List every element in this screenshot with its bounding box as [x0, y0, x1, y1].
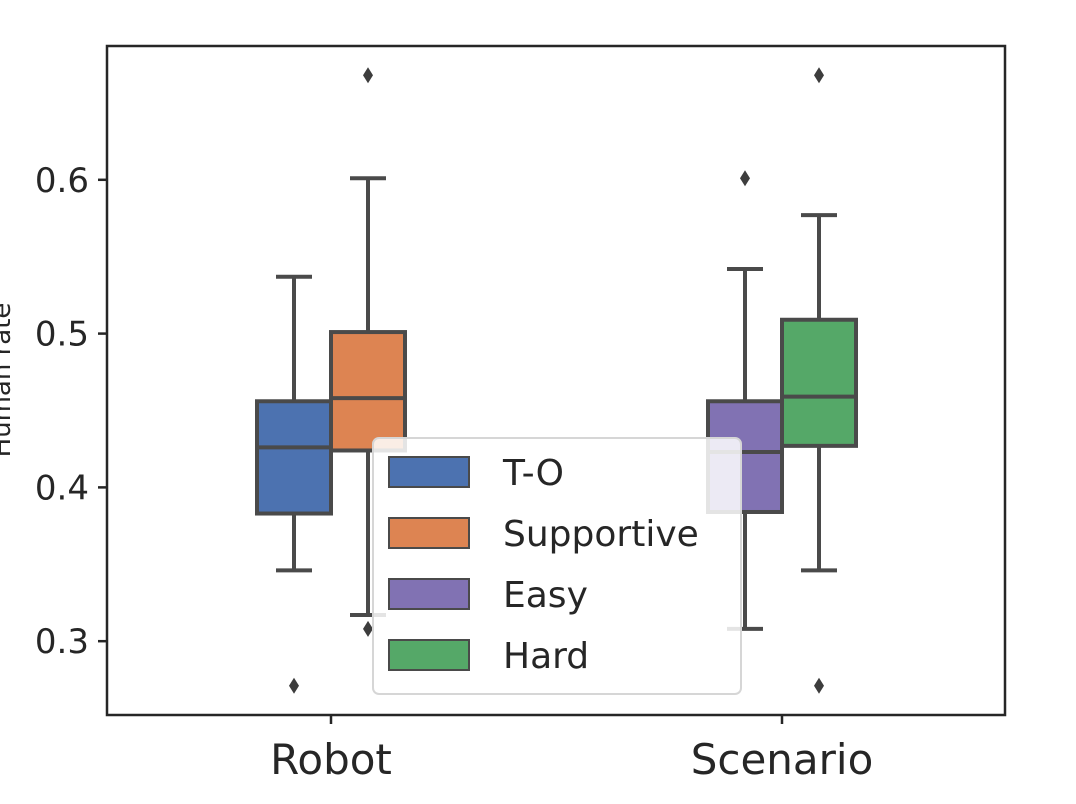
legend-swatch	[388, 639, 470, 671]
box-t-o	[255, 274, 333, 694]
box-supportive	[329, 67, 407, 637]
legend-swatch	[388, 456, 470, 488]
x-category-label: Scenario	[691, 735, 874, 784]
legend-swatch	[388, 517, 470, 549]
legend-frame	[372, 437, 742, 695]
legend-label: Easy	[503, 575, 588, 616]
y-tick-label: 0.5	[35, 315, 89, 355]
y-axis-label: Human rate	[0, 303, 17, 458]
outlier-point	[363, 67, 373, 84]
box-hard	[780, 67, 858, 694]
outlier-point	[740, 170, 750, 187]
outlier-point	[289, 677, 299, 694]
axes-layer: 0.3 0.4 0.5 0.6 Robot Scenario	[35, 161, 873, 784]
legend: T-O Supportive Easy Hard	[372, 437, 742, 695]
y-tick-label: 0.4	[35, 468, 89, 508]
plot-frame	[105, 44, 1007, 717]
x-category-label: Robot	[270, 735, 392, 784]
y-tick-label: 0.3	[35, 622, 89, 662]
legend-swatch	[388, 578, 470, 610]
box-iqr	[780, 317, 858, 448]
box-iqr	[329, 330, 407, 453]
outlier-point	[814, 677, 824, 694]
y-tick-label: 0.6	[35, 161, 89, 201]
box-iqr	[255, 399, 333, 516]
legend-label: Supportive	[503, 514, 699, 555]
boxes-layer	[255, 67, 858, 694]
outlier-point	[814, 67, 824, 84]
outlier-point	[363, 620, 373, 637]
legend-label: Hard	[503, 636, 589, 677]
legend-label: T-O	[502, 453, 564, 494]
